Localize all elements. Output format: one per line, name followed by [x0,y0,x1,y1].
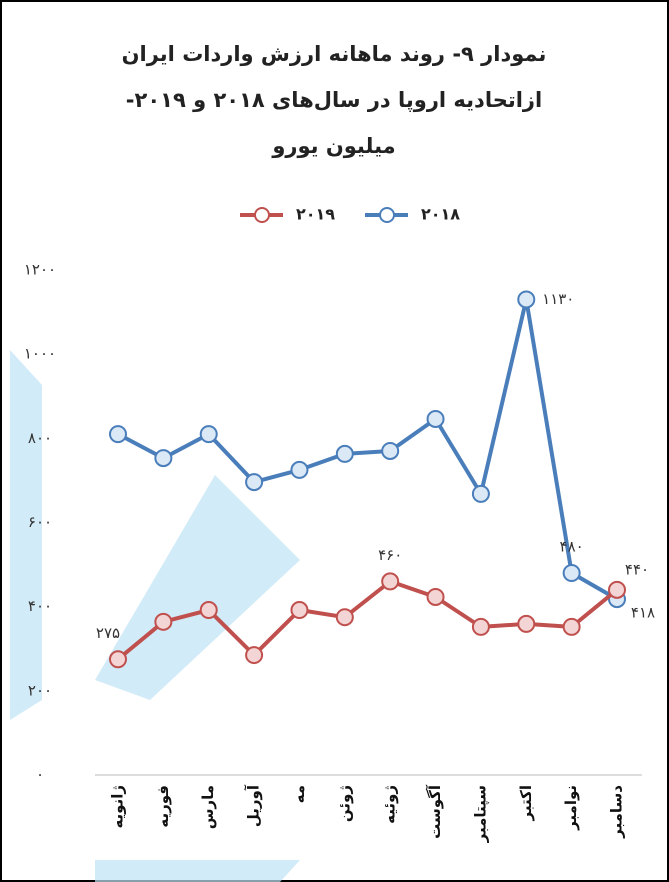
x-tick-label: آگوست [426,784,444,839]
legend-label: ۲۰۱۸ [421,205,460,224]
legend-label: ۲۰۱۹ [296,205,335,224]
chart: نمودار ۹- روند ماهانه ارزش واردات ایران ا… [0,0,669,882]
x-tick-label: مارس [199,785,217,829]
x-tick-label: فوریه [154,785,172,828]
data-point [337,609,353,625]
data-point [564,565,580,581]
data-point [155,450,171,466]
data-point [246,647,262,663]
legend-marker [380,208,394,222]
data-label: ۴۶۰ [378,546,402,564]
data-point [518,291,534,307]
data-label: ۴۱۸ [631,604,655,622]
x-tick-label: ژوئن [335,785,353,822]
data-point [246,474,262,490]
data-point [201,426,217,442]
chart-title: ازاتحادیه اروپا در سال‌های ۲۰۱۸ و ۲۰۱۹- [126,88,542,112]
watermark-shape [10,350,42,720]
data-point [337,446,353,462]
page: نمودار ۹- روند ماهانه ارزش واردات ایران ا… [0,0,669,882]
data-point [201,602,217,618]
x-tick-label: سپتامبر [471,785,490,843]
chart-title: نمودار ۹- روند ماهانه ارزش واردات ایران [122,42,547,66]
data-point [473,619,489,635]
data-point [428,411,444,427]
data-point [291,602,307,618]
chart-title: میلیون یورو [271,134,395,158]
y-tick-label: ۸۰۰ [28,429,52,447]
y-tick-label: ۱۰۰۰ [24,345,56,363]
data-point [518,616,534,632]
data-point [110,426,126,442]
data-point [473,486,489,502]
watermark-shape [95,860,300,882]
y-tick-label: ۲۰۰ [28,681,52,699]
y-tick-label: ۶۰۰ [28,513,52,531]
x-tick-label: دسامبر [608,785,626,839]
data-point [428,589,444,605]
data-point [564,619,580,635]
x-tick-label: مه [290,785,308,803]
data-label: ۴۸۰ [560,538,584,556]
y-tick-label: ۴۰۰ [28,597,52,615]
data-point [155,614,171,630]
legend-marker [255,208,269,222]
y-tick-label: ۰ [36,766,44,784]
data-label: ۴۴۰ [625,560,649,578]
data-point [609,582,625,598]
data-point [382,443,398,459]
frame [1,1,668,881]
x-tick-label: ژوئیه [381,785,399,824]
x-tick-label: اکتبر [517,785,535,821]
x-tick-label: نوامبر [562,785,580,831]
y-tick-label: ۱۲۰۰ [24,261,56,279]
x-tick-label: ژانویه [109,785,127,829]
data-label: ۱۱۳۰ [542,290,574,308]
data-label: ۲۷۵ [96,624,120,642]
data-point [382,573,398,589]
data-point [110,651,126,667]
x-tick-label: آوریل [245,784,263,827]
data-point [291,462,307,478]
